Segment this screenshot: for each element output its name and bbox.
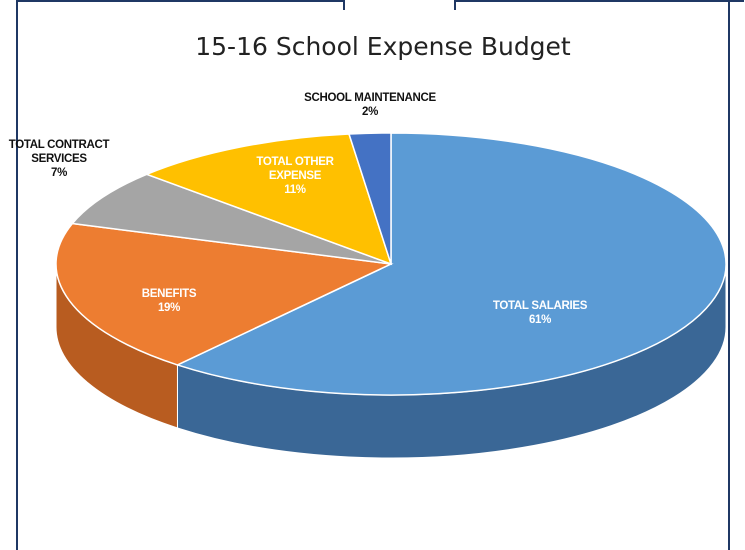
pie-top-layer [55,132,727,396]
chart-title: 15-16 School Expense Budget [195,32,571,61]
data-label-school-maintenance: SCHOOL MAINTENANCE 2% [304,92,436,118]
pie-slice-total-salaries [175,132,727,396]
pie-slice-benefits [55,222,394,366]
data-label-total-contract-services: TOTAL CONTRACT SERVICES 7% [9,139,110,179]
pie-slice-school-maintenance [347,132,392,265]
data-label-total-other-expense: TOTAL OTHER EXPENSE 11% [256,156,334,196]
data-label-total-salaries: TOTAL SALARIES 61% [493,300,588,326]
pie-slice-total-contract-services [70,173,392,265]
data-label-benefits: BENEFITS 19% [142,288,197,314]
pie-slice-total-other-expense [144,133,393,266]
pie-label-layer: TOTAL SALARIES 61% BENEFITS 19% TOTAL CONTRA… [9,92,588,326]
